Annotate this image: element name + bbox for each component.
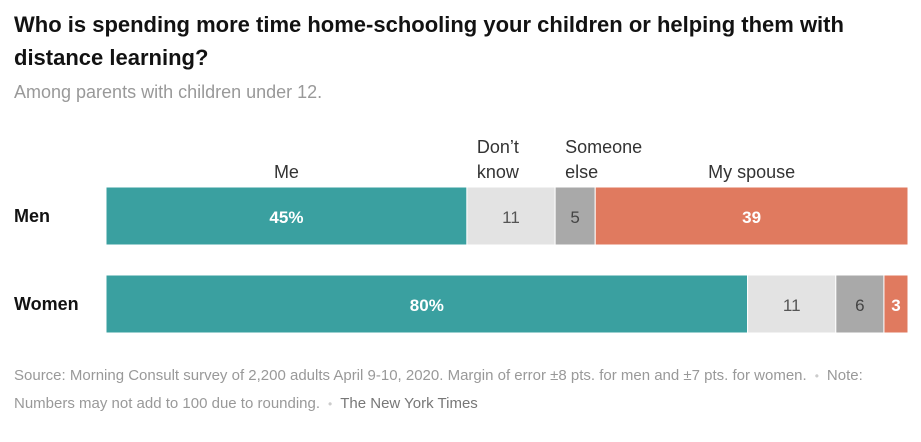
data-label: 80% — [410, 296, 444, 315]
data-label: 6 — [855, 296, 864, 315]
data-label: 11 — [502, 208, 520, 227]
credit-line: The New York Times — [340, 395, 478, 412]
row-label-men: Men — [14, 206, 50, 226]
data-label: 39 — [742, 208, 761, 227]
data-label: 5 — [570, 208, 579, 227]
bar-segment-men-someone-else — [554, 186, 596, 246]
footer-separator: • — [328, 397, 333, 411]
chart-footer: Source: Morning Consult survey of 2,200 … — [14, 362, 914, 418]
stacked-bar-chart: Men 45% Me 11 Don’t know 5 Someone else 39 My spou… — [0, 125, 921, 355]
bar-segment-women-my-spouse — [883, 274, 909, 334]
source-note: Source: Morning Consult survey of 2,200 … — [14, 367, 807, 384]
data-label: 45% — [269, 208, 303, 227]
footer-separator: • — [814, 369, 819, 383]
row-label-women: Women — [14, 294, 79, 314]
series-label-don-t-know: Don’t know — [477, 137, 520, 182]
series-label-someone-else: Someone else — [565, 137, 642, 182]
chart-svg: Men 45% Me 11 Don’t know 5 Someone else 39 My spou… — [14, 137, 909, 334]
bar-segment-women-me — [105, 274, 749, 334]
bar-segment-women-don-t-know — [747, 274, 837, 334]
data-label: 3 — [891, 296, 900, 315]
data-label: 11 — [783, 296, 801, 315]
bar-segment-men-me — [105, 186, 468, 246]
bar-segment-women-someone-else — [835, 274, 885, 334]
chart-subtitle: Among parents with children under 12. — [14, 82, 323, 102]
series-label-me: Me — [274, 162, 299, 182]
bar-segment-men-my-spouse — [594, 186, 909, 246]
chart-title: Who is spending more time home-schooling… — [14, 12, 844, 70]
bar-segment-men-don-t-know — [466, 186, 556, 246]
series-label-my-spouse: My spouse — [708, 162, 795, 182]
rounding-note: Note: Numbers may not add to 100 due to … — [14, 367, 863, 412]
